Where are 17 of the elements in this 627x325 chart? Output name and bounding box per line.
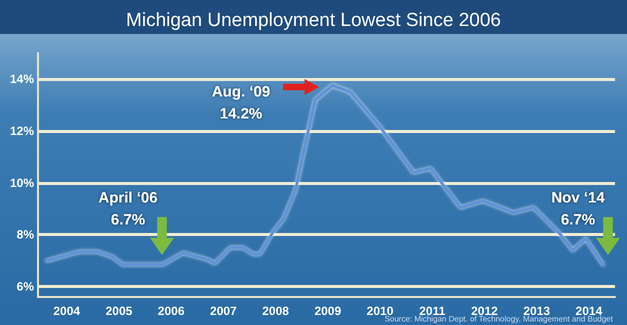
y-tick-label: 6% <box>16 280 34 294</box>
y-tick-label: 10% <box>10 176 34 190</box>
x-tick-label: 2008 <box>262 304 290 318</box>
x-tick-label: 2006 <box>158 304 185 318</box>
x-tick-label: 2005 <box>106 304 133 318</box>
x-tick-label: 2004 <box>53 304 80 318</box>
y-tick-label: 14% <box>10 72 34 86</box>
annotation: April ‘06 6.7% <box>98 190 158 228</box>
line-series <box>45 84 604 266</box>
source-note: Source: Michigan Dept. of Technology, Management and Budget <box>384 314 614 324</box>
x-tick-label: 2009 <box>314 304 342 318</box>
y-tick-label: 8% <box>16 228 34 242</box>
annotation: Aug. ‘09 14.2% <box>212 84 270 122</box>
x-tick-label: 2007 <box>210 304 238 318</box>
chart-title: Michigan Unemployment Lowest Since 2006 <box>126 10 501 31</box>
y-tick-label: 12% <box>10 124 34 138</box>
annotation: Nov ‘14 6.7% <box>551 190 606 228</box>
